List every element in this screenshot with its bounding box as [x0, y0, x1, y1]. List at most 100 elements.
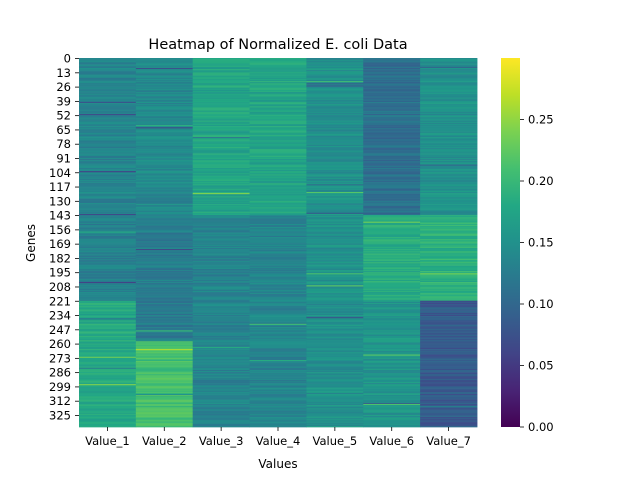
heatmap-cell — [135, 185, 194, 187]
heatmap-cell — [306, 338, 364, 340]
heatmap-cell — [363, 92, 421, 94]
heatmap-cell — [306, 392, 364, 395]
heatmap-cell — [420, 314, 478, 317]
heatmap-cell — [306, 139, 364, 141]
heatmap-cell — [79, 128, 137, 130]
heatmap-cell — [249, 334, 307, 337]
heatmap-cell — [79, 152, 137, 154]
heatmap-cell — [420, 216, 478, 218]
heatmap-cell — [192, 129, 250, 131]
heatmap-cell — [192, 264, 250, 266]
heatmap-cell — [306, 362, 364, 364]
heatmap-cell — [249, 409, 307, 411]
heatmap-cell — [306, 221, 364, 224]
heatmap-cell — [79, 224, 137, 227]
heatmap-cell — [420, 300, 478, 303]
heatmap-cell — [363, 70, 421, 72]
heatmap-cell — [135, 269, 194, 272]
heatmap-cell — [306, 157, 364, 160]
heatmap-cell — [79, 212, 137, 215]
heatmap-cell — [192, 126, 250, 128]
heatmap-cell — [192, 286, 250, 288]
heatmap-cell — [363, 116, 421, 118]
heatmap-cell — [249, 112, 307, 115]
heatmap-cell — [79, 249, 137, 251]
heatmap-cell — [249, 229, 307, 231]
heatmap-cell — [192, 122, 250, 125]
heatmap-cell — [135, 95, 194, 97]
heatmap-cell — [192, 332, 250, 334]
heatmap-cell — [249, 395, 307, 397]
heatmap-cell — [306, 271, 364, 273]
heatmap-cell — [79, 65, 137, 68]
heatmap-cell — [306, 104, 364, 106]
heatmap-cell — [363, 325, 421, 328]
heatmap-cell — [306, 72, 364, 74]
heatmap-cell — [363, 146, 421, 149]
heatmap-cell — [420, 302, 478, 305]
heatmap-cell — [192, 220, 250, 222]
heatmap-cell — [192, 83, 250, 85]
heatmap-cell — [192, 276, 250, 278]
heatmap-cell — [192, 319, 250, 321]
heatmap-cell — [306, 200, 364, 203]
heatmap-cell — [306, 134, 364, 137]
heatmap-cell — [306, 144, 364, 147]
heatmap-cell — [249, 342, 307, 344]
heatmap-cell — [306, 372, 364, 374]
heatmap-cell — [192, 190, 250, 193]
heatmap-cell — [192, 188, 250, 191]
heatmap-cell — [135, 106, 194, 108]
heatmap-cell — [306, 99, 364, 102]
heatmap-cell — [135, 246, 194, 249]
heatmap-cell — [420, 384, 478, 386]
heatmap-cell — [306, 142, 364, 145]
heatmap-cell — [79, 328, 137, 330]
heatmap-cell — [135, 333, 194, 336]
heatmap-cell — [420, 153, 478, 155]
heatmap-cell — [249, 65, 307, 68]
heatmap-cell — [249, 286, 307, 288]
heatmap-cell — [420, 317, 478, 319]
heatmap-cell — [363, 78, 421, 81]
heatmap-cell — [79, 280, 137, 283]
heatmap-cell — [363, 166, 421, 169]
heatmap-cell — [135, 130, 194, 132]
heatmap-cell — [79, 64, 137, 67]
heatmap-cell — [420, 112, 478, 115]
heatmap-cell — [420, 238, 478, 240]
heatmap-cell — [306, 121, 364, 124]
heatmap-cell — [363, 177, 421, 180]
heatmap-cell — [420, 194, 478, 196]
heatmap-cell — [249, 244, 307, 247]
heatmap-cell — [306, 399, 364, 401]
heatmap-cell — [363, 121, 421, 124]
heatmap-cell — [420, 309, 478, 311]
heatmap-cell — [420, 388, 478, 391]
heatmap-cell — [135, 243, 194, 246]
heatmap-cell — [306, 418, 364, 420]
heatmap-cell — [135, 194, 194, 196]
heatmap-cell — [420, 79, 478, 82]
heatmap-cell — [79, 86, 137, 88]
heatmap-cell — [249, 156, 307, 159]
heatmap-cell — [306, 217, 364, 219]
heatmap-cell — [249, 289, 307, 292]
heatmap-cell — [79, 306, 137, 308]
heatmap-cell — [420, 360, 478, 362]
heatmap-cell — [249, 304, 307, 306]
heatmap-cell — [249, 67, 307, 70]
heatmap-cell — [306, 167, 364, 170]
heatmap-cell — [249, 262, 307, 264]
heatmap-cell — [363, 97, 421, 99]
heatmap-cell — [135, 94, 194, 96]
colorbar-tick-label: 0.10 — [528, 297, 554, 311]
heatmap-cell — [249, 60, 307, 62]
heatmap-cell — [363, 420, 421, 422]
heatmap-cell — [135, 240, 194, 242]
heatmap-cell — [420, 232, 478, 235]
heatmap-cell — [79, 201, 137, 204]
heatmap-cell — [420, 183, 478, 185]
heatmap-cell — [420, 276, 478, 278]
heatmap-cell — [135, 423, 194, 426]
